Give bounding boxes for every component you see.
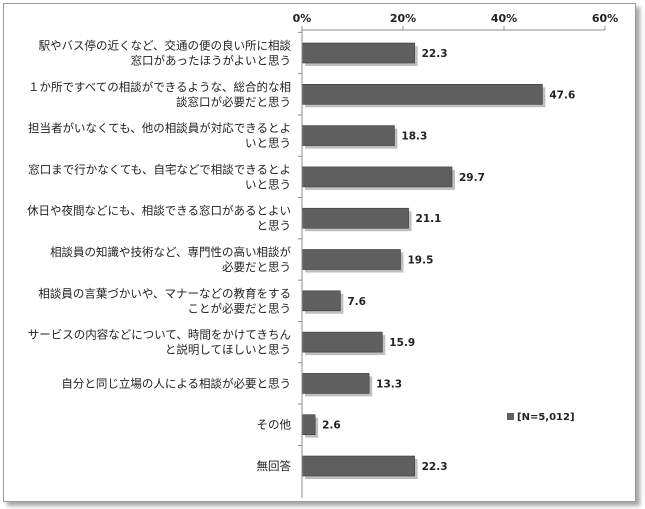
data-label: 22.3 <box>422 48 448 60</box>
category-label: 駅やバス停の近くなど、交通の便の良い所に相談窓口があったほうがよいと思う <box>39 39 292 68</box>
data-label: 19.5 <box>407 255 433 267</box>
legend-label: [N=5,012] <box>517 412 575 423</box>
data-label: 21.1 <box>416 213 442 225</box>
legend-swatch <box>507 413 514 420</box>
category-label: 相談員の言葉づかいや、マナーなどの教育をすることが必要だと思う <box>38 286 291 315</box>
data-label: 22.3 <box>422 461 448 473</box>
bar <box>301 414 316 436</box>
bar <box>301 84 543 105</box>
x-tick-label: 20% <box>390 12 416 25</box>
x-tick-label: 0% <box>293 12 312 25</box>
data-label: 2.6 <box>322 420 341 432</box>
data-label: 29.7 <box>459 172 485 184</box>
data-label: 7.6 <box>347 296 366 308</box>
data-label: 47.6 <box>549 89 575 101</box>
category-label: 担当者がいなくても、他の相談員が対応できるとよいと思う <box>28 121 291 150</box>
x-tick-label: 40% <box>491 12 517 25</box>
category-label: １か所ですべての相談ができるような、総合的な相談窓口が必要だと思う <box>28 80 291 109</box>
bar <box>301 331 383 353</box>
bar <box>301 125 395 146</box>
bar-chart: 0% 20% 40% 60% 駅やバス停の近くなど、交通の便の良い所に相談窓口があった… <box>27 12 618 498</box>
category-label: 無回答 <box>257 459 292 473</box>
data-label: 15.9 <box>389 337 415 349</box>
bar <box>301 249 401 270</box>
data-label: 18.3 <box>401 131 427 143</box>
category-label: 自分と同じ立場の人による相談が必要と思う <box>61 376 291 390</box>
category-label: サービスの内容などについて、時間をかけてきちんと説明してほしいと思う <box>28 328 291 357</box>
bar <box>301 42 415 64</box>
category-label: 相談員の知識や技術など、専門性の高い相談が必要だと思う <box>50 245 291 274</box>
category-label: 休日や夜間などにも、相談できる窓口があるとよいと思う <box>27 204 291 233</box>
bar <box>301 455 415 477</box>
bar <box>301 166 453 188</box>
bar <box>301 373 370 394</box>
category-label: 窓口まで行かなくても、自宅などで相談できるとよいと思う <box>28 162 291 191</box>
bar <box>301 290 341 312</box>
x-tick-label: 60% <box>592 12 618 25</box>
data-label: 13.3 <box>376 378 402 390</box>
category-label: その他 <box>257 418 292 432</box>
bar <box>301 207 409 229</box>
chart-frame: 0% 20% 40% 60% 駅やバス停の近くなど、交通の便の良い所に相談窓口があった… <box>3 3 636 502</box>
